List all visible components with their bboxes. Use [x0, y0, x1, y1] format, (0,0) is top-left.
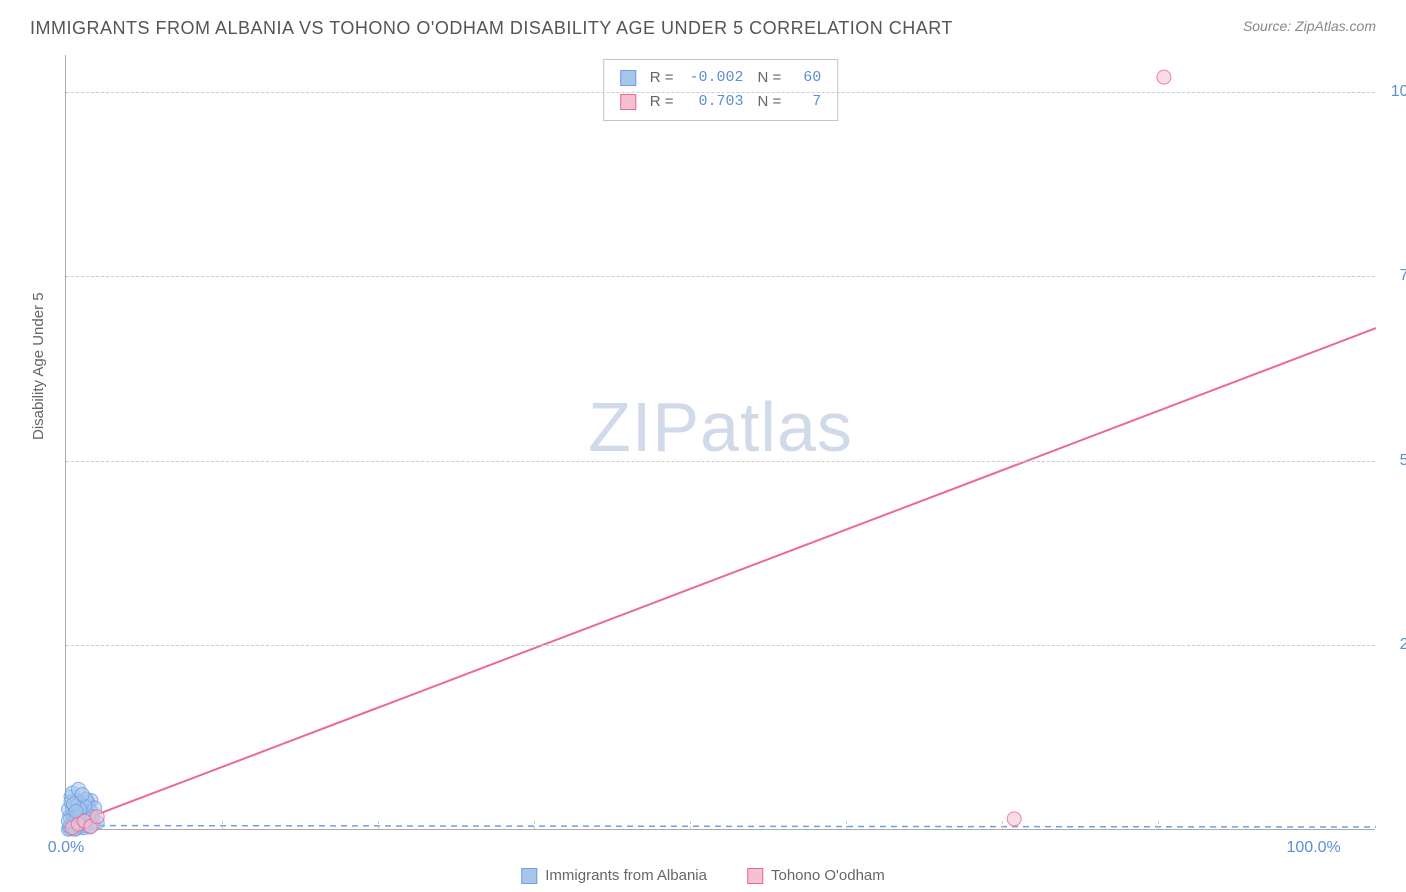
legend-stat-row: R = 0.703 N = 7	[620, 90, 822, 114]
stat-n-label: N =	[758, 66, 782, 90]
stat-r-label: R =	[650, 90, 674, 114]
gridline-h	[66, 276, 1375, 277]
xtick-minor	[534, 821, 535, 829]
plot-frame: ZIPatlas R =-0.002N =60R = 0.703N = 7 25…	[65, 55, 1375, 830]
data-point	[1007, 812, 1021, 826]
regression-line	[66, 328, 1376, 826]
plot-svg	[66, 55, 1375, 829]
legend-item: Immigrants from Albania	[521, 867, 707, 884]
xtick-minor	[1002, 821, 1003, 829]
ytick-label: 25.0%	[1385, 636, 1406, 654]
stat-r-value: -0.002	[684, 66, 744, 90]
gridline-h	[66, 645, 1375, 646]
legend-stat-row: R = -0.002 N = 60	[620, 66, 822, 90]
stat-n-value: 60	[791, 66, 821, 90]
xtick-minor	[846, 821, 847, 829]
stat-n-label: N =	[758, 90, 782, 114]
legend-swatch	[620, 70, 636, 86]
xtick-minor	[378, 821, 379, 829]
source-attribution: Source: ZipAtlas.com	[1243, 18, 1376, 34]
xtick-label: 0.0%	[48, 839, 84, 857]
legend-label: Immigrants from Albania	[545, 867, 707, 884]
gridline-h	[66, 92, 1375, 93]
legend-item: Tohono O'odham	[747, 867, 885, 884]
xtick-minor	[690, 821, 691, 829]
legend-swatch	[620, 94, 636, 110]
gridline-h	[66, 461, 1375, 462]
series-legend: Immigrants from Albania Tohono O'odham	[521, 867, 885, 884]
data-point	[1157, 70, 1171, 84]
legend-swatch	[747, 868, 763, 884]
xtick-label: 100.0%	[1286, 839, 1340, 857]
chart-title: IMMIGRANTS FROM ALBANIA VS TOHONO O'ODHA…	[30, 18, 953, 39]
stat-r-label: R =	[650, 66, 674, 90]
legend-label: Tohono O'odham	[771, 867, 885, 884]
ytick-label: 50.0%	[1385, 452, 1406, 470]
legend-swatch	[521, 868, 537, 884]
data-point	[90, 810, 104, 824]
correlation-legend: R = -0.002 N = 60 R = 0.703 N = 7	[603, 59, 839, 121]
y-axis-label: Disability Age Under 5	[30, 292, 47, 440]
stat-r-value: 0.703	[684, 90, 744, 114]
ytick-label: 100.0%	[1385, 83, 1406, 101]
ytick-label: 75.0%	[1385, 267, 1406, 285]
stat-n-value: 7	[791, 90, 821, 114]
xtick-minor	[222, 821, 223, 829]
regression-line	[66, 826, 1376, 827]
chart-plot-area: ZIPatlas R =-0.002N =60R = 0.703N = 7 25…	[65, 55, 1375, 830]
xtick-minor	[1158, 821, 1159, 829]
